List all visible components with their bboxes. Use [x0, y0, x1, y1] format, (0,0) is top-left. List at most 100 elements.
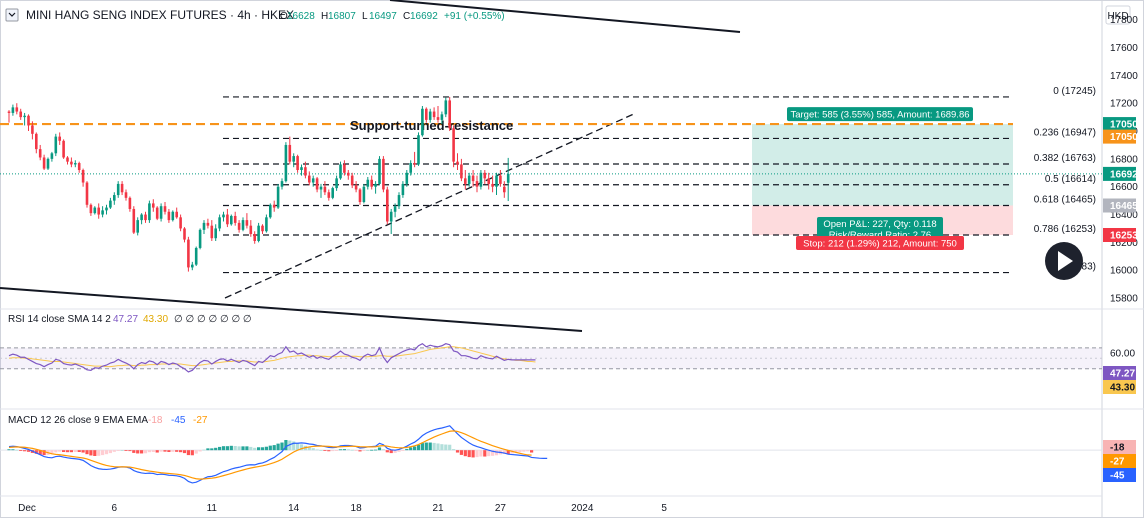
open-pnl-label: Open P&L: 227, Qty: 0.118 — [823, 219, 936, 230]
candle — [471, 175, 475, 182]
macd-histogram-bar — [393, 450, 397, 453]
fib-level-label: 0.382 (16763) — [1034, 153, 1096, 164]
candle — [187, 239, 190, 268]
macd-histogram-bar — [467, 450, 471, 458]
candle — [397, 195, 401, 207]
candle — [483, 172, 487, 179]
stop-label: Stop: 212 (1.29%) 212, Amount: 750 — [803, 238, 957, 249]
candle — [499, 175, 502, 184]
play-button[interactable] — [1045, 242, 1083, 280]
macd-histogram-bar — [307, 447, 311, 451]
candle — [370, 179, 373, 187]
price-tick-label: 16200 — [1110, 238, 1138, 249]
candle — [66, 157, 69, 162]
macd-histogram-bar — [77, 450, 81, 452]
macd-histogram-bar — [116, 450, 120, 451]
macd-histogram-bar — [58, 450, 62, 452]
candle — [428, 111, 432, 120]
candle — [89, 204, 93, 214]
macd-histogram-bar — [93, 450, 97, 456]
collapse-icon[interactable] — [5, 8, 19, 22]
time-tick-label: 14 — [288, 503, 300, 514]
macd-histogram-bar — [186, 450, 190, 456]
price-tag-box — [1103, 129, 1136, 144]
candle — [42, 157, 46, 169]
macd-histogram-bar — [420, 443, 424, 451]
macd-histogram-bar — [455, 450, 460, 453]
candle — [35, 133, 38, 150]
macd-histogram-bar — [69, 450, 73, 453]
rsi-tick-label: 60.00 — [1110, 349, 1135, 360]
candle — [358, 189, 362, 203]
candle — [202, 222, 206, 230]
ohlc-value: 16692 — [410, 11, 438, 22]
macd-histogram-bar — [120, 450, 124, 451]
macd-histogram-bar — [253, 447, 257, 451]
macd-histogram-bar — [171, 450, 175, 452]
time-tick-label: 11 — [207, 503, 218, 514]
candle — [464, 178, 467, 184]
candle — [374, 183, 377, 187]
macd-histogram-bar — [50, 450, 54, 455]
candle — [226, 214, 229, 225]
candle — [261, 225, 264, 232]
candle — [354, 185, 358, 190]
macd-histogram-bar — [354, 450, 358, 451]
macd-tag: -27 — [1110, 457, 1125, 468]
macd-histogram-bar — [42, 450, 46, 456]
macd-histogram-bar — [405, 448, 409, 451]
candle — [506, 173, 510, 183]
candle — [276, 186, 280, 208]
macd-histogram-bar — [54, 450, 58, 453]
macd-histogram-bar — [202, 449, 206, 451]
candle — [257, 225, 260, 241]
macd-histogram-bar — [432, 442, 436, 451]
macd-histogram-bar — [182, 450, 187, 454]
macd-histogram-bar — [483, 450, 487, 457]
candle — [292, 156, 295, 162]
macd-histogram-bar — [190, 450, 194, 456]
candle — [284, 144, 288, 182]
chart-header: MINI HANG SENG INDEX FUTURES · 4h · HKEX… — [5, 8, 505, 22]
currency-button[interactable] — [1105, 5, 1131, 25]
candle — [27, 115, 30, 126]
candle — [249, 225, 253, 235]
macd-histogram-bar — [397, 450, 401, 452]
macd-histogram-bar — [471, 450, 475, 458]
candle — [452, 128, 455, 162]
lower-channel-line — [0, 287, 583, 332]
candle — [230, 215, 233, 225]
macd-histogram-bar — [112, 450, 116, 452]
candle — [163, 206, 167, 212]
candle — [495, 175, 498, 187]
macd-histogram-bar — [19, 450, 23, 451]
macd-histogram-bar — [34, 450, 38, 454]
price-tick-label: 16400 — [1110, 210, 1138, 221]
ohlc-label: C — [403, 11, 410, 22]
candle — [167, 211, 171, 221]
macd-histogram-bar — [338, 449, 343, 451]
macd-signal-line — [8, 430, 532, 480]
rsi-extra: ∅ ∅ ∅ ∅ ∅ ∅ ∅ — [174, 314, 252, 325]
macd-histogram-bar — [218, 446, 222, 451]
macd-histogram-bar — [81, 450, 85, 453]
candle — [444, 100, 448, 115]
candle — [479, 172, 483, 187]
macd-histogram-bar — [101, 450, 105, 456]
candle — [475, 181, 479, 187]
macd-histogram-bar — [23, 450, 27, 452]
macd-histogram-bar — [327, 450, 331, 452]
candle — [140, 214, 143, 221]
macd-histogram-bar — [452, 449, 456, 451]
macd-histogram-bar — [377, 447, 382, 451]
candle — [74, 163, 77, 165]
price-tick-label: 17600 — [1110, 43, 1138, 54]
macd-histogram-bar — [233, 446, 237, 451]
fib-level-label: 0.786 (16253) — [1034, 224, 1096, 235]
candle — [93, 207, 97, 214]
time-axis: Dec 6 11 14 18 21 27 2024 5 — [18, 503, 667, 514]
candle — [327, 192, 331, 198]
macd-histogram-bar — [268, 445, 272, 451]
macd-histogram-bar — [299, 444, 304, 451]
